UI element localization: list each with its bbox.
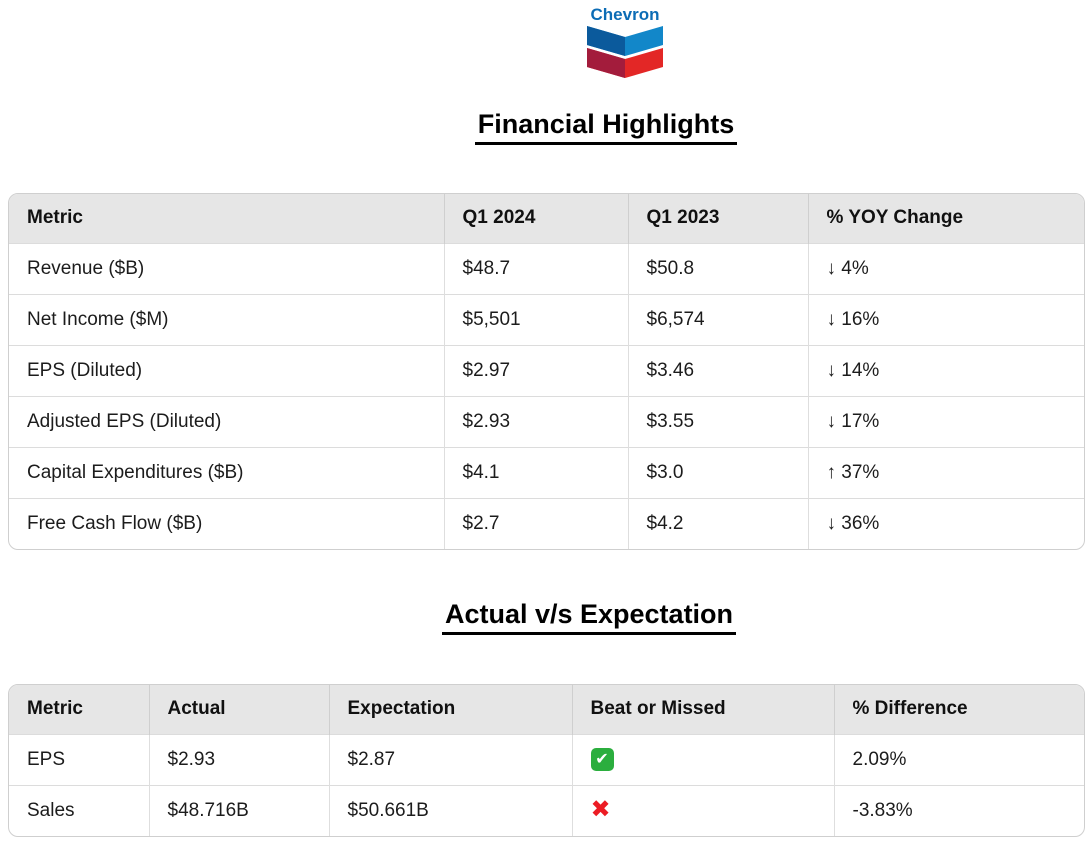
yoy-change-cell: ↓ 14%: [807, 344, 1084, 396]
metric-cell: Sales: [9, 784, 149, 836]
column-header-metric: Metric: [9, 685, 149, 734]
q1-2024-cell: $2.97: [443, 344, 628, 396]
q1-2024-cell: $48.7: [443, 242, 628, 294]
column-header-metric: Metric: [9, 194, 444, 243]
chevron-wordmark: Chevron: [590, 5, 660, 24]
table-row: Capital Expenditures ($B) $4.1 $3.0 ↑ 37…: [9, 446, 1084, 498]
q1-2023-cell: $50.8: [627, 242, 808, 294]
metric-cell: Net Income ($M): [9, 293, 444, 345]
q1-2023-cell: $4.2: [627, 497, 808, 549]
q1-2023-cell: $6,574: [627, 293, 808, 345]
column-header-difference: % Difference: [833, 685, 1084, 734]
q1-2023-cell: $3.0: [627, 446, 808, 498]
metric-cell: Revenue ($B): [9, 242, 444, 294]
yoy-change-cell: ↓ 36%: [807, 497, 1084, 549]
q1-2024-cell: $5,501: [443, 293, 628, 345]
q1-2024-cell: $4.1: [443, 446, 628, 498]
actual-vs-expectation-table: Metric Actual Expectation Beat or Missed…: [8, 684, 1085, 837]
section-1: Financial Highlights: [0, 109, 1092, 145]
table-row: Sales $48.716B $50.661B ✖ -3.83%: [9, 784, 1084, 836]
column-header-q1-2024: Q1 2024: [443, 194, 628, 243]
yoy-change-cell: ↓ 4%: [807, 242, 1084, 294]
difference-cell: -3.83%: [833, 784, 1084, 836]
beat-check-icon: ✔: [590, 748, 614, 772]
chevron-hallmark-icon: [587, 26, 663, 78]
expectation-cell: $50.661B: [328, 784, 572, 836]
column-header-actual: Actual: [148, 685, 329, 734]
beat-missed-cell: ✖: [571, 784, 834, 836]
q1-2023-cell: $3.55: [627, 395, 808, 447]
column-header-expectation: Expectation: [328, 685, 572, 734]
column-header-yoy-change: % YOY Change: [807, 194, 1084, 243]
chevron-logo: Chevron: [587, 5, 663, 81]
actual-cell: $2.93: [148, 733, 329, 785]
table-row: EPS $2.93 $2.87 ✔ 2.09%: [9, 733, 1084, 785]
metric-cell: Capital Expenditures ($B): [9, 446, 444, 498]
table-row: Adjusted EPS (Diluted) $2.93 $3.55 ↓ 17%: [9, 395, 1084, 447]
metric-cell: EPS (Diluted): [9, 344, 444, 396]
table-header-row: Metric Actual Expectation Beat or Missed…: [9, 685, 1084, 734]
column-header-q1-2023: Q1 2023: [627, 194, 808, 243]
column-header-beat-missed: Beat or Missed: [571, 685, 834, 734]
metric-cell: EPS: [9, 733, 149, 785]
table-row: Free Cash Flow ($B) $2.7 $4.2 ↓ 36%: [9, 497, 1084, 549]
q1-2023-cell: $3.46: [627, 344, 808, 396]
yoy-change-cell: ↑ 37%: [807, 446, 1084, 498]
table-row: Revenue ($B) $48.7 $50.8 ↓ 4%: [9, 242, 1084, 294]
yoy-change-cell: ↓ 17%: [807, 395, 1084, 447]
page-header: Chevron: [0, 0, 1092, 81]
expectation-cell: $2.87: [328, 733, 572, 785]
yoy-change-cell: ↓ 16%: [807, 293, 1084, 345]
actual-cell: $48.716B: [148, 784, 329, 836]
beat-missed-cell: ✔: [571, 733, 834, 785]
table-row: Net Income ($M) $5,501 $6,574 ↓ 16%: [9, 293, 1084, 345]
difference-cell: 2.09%: [833, 733, 1084, 785]
table-header-row: Metric Q1 2024 Q1 2023 % YOY Change: [9, 194, 1084, 243]
metric-cell: Adjusted EPS (Diluted): [9, 395, 444, 447]
q1-2024-cell: $2.7: [443, 497, 628, 549]
missed-cross-icon: ✖: [590, 796, 611, 824]
q1-2024-cell: $2.93: [443, 395, 628, 447]
financial-highlights-title: Financial Highlights: [474, 109, 738, 145]
metric-cell: Free Cash Flow ($B): [9, 497, 444, 549]
actual-vs-expectation-title: Actual v/s Expectation: [441, 599, 737, 635]
section-2: Actual v/s Expectation: [0, 599, 1092, 635]
table-row: EPS (Diluted) $2.97 $3.46 ↓ 14%: [9, 344, 1084, 396]
financial-highlights-table: Metric Q1 2024 Q1 2023 % YOY Change Reve…: [8, 193, 1085, 550]
